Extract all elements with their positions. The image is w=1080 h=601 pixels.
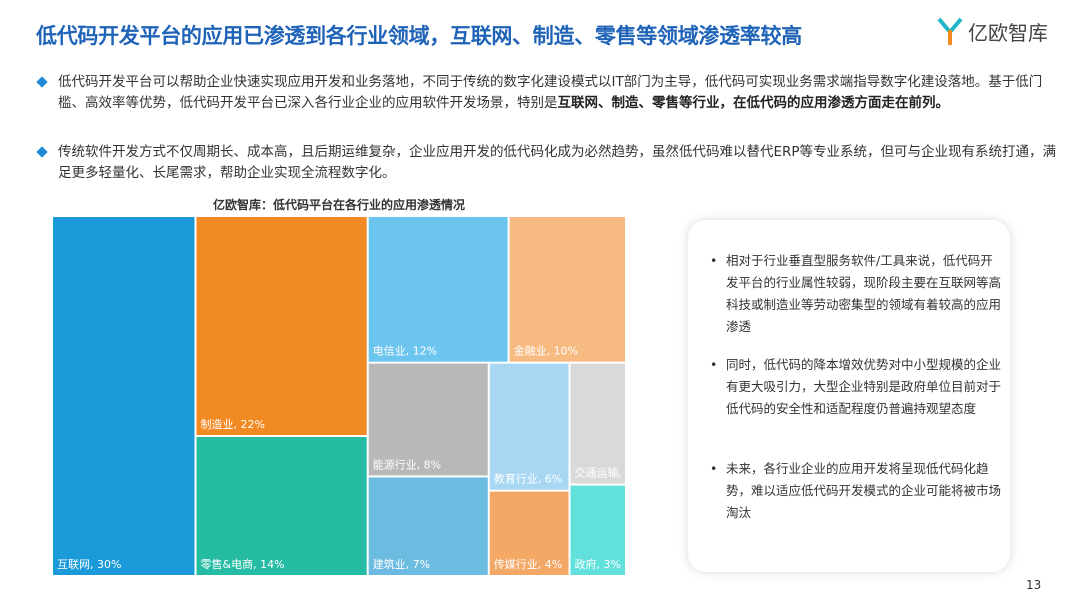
cell-label: 能源行业, 8%: [373, 457, 441, 471]
title: 低代码开发平台的应用已渗透到各行业领域，互联网、制造、零售等领域渗透率较高: [36, 24, 802, 48]
bullet-bold: 互联网、制造、零售等行业，在低代码的应用渗透方面走在前列。: [557, 95, 950, 111]
page-number: 13: [1026, 578, 1042, 592]
treemap: 互联网, 30% 制造业, 22% 零售&电商, 14% 电信业, 12% 金融业, 1…: [53, 217, 626, 575]
cell-label: 建筑业, 7%: [373, 557, 430, 571]
treemap-cell: [489, 363, 569, 490]
bullet-text: 传统软件开发方式不仅周期长、成本高，且后期运维复杂，企业应用开发的低代码化成为必…: [58, 144, 1057, 181]
cell-label: 金融业, 10%: [514, 344, 578, 358]
treemap-cell: [368, 477, 488, 575]
note: 未来，各行业企业的应用开发将呈现低代码化趋势，难以适应低代码开发模式的企业可能将…: [710, 458, 1004, 524]
treemap-cell: [570, 485, 625, 575]
logo: 亿欧智库: [936, 16, 1048, 46]
cell-label: 互联网, 30%: [57, 558, 121, 571]
treemap-cell: [570, 363, 625, 484]
chart-title: 亿欧智库：低代码平台在各行业的应用渗透情况: [212, 198, 465, 212]
treemap-cell: [368, 217, 508, 362]
logo-text: 亿欧智库: [968, 20, 1048, 45]
treemap-cell: [509, 217, 625, 362]
logo-icon: [937, 17, 963, 45]
treemap-cell: [196, 437, 367, 575]
cell-label: 电信业, 12%: [373, 345, 437, 358]
treemap-cell: [196, 217, 367, 435]
treemap-cell: [489, 491, 569, 575]
cell-label: 教育行业, 6%: [494, 472, 562, 486]
cell-label: 零售&电商, 14%: [201, 557, 285, 571]
note: 相对于行业垂直型服务软件/工具来说，低代码开发平台的行业属性较弱，现阶段主要在互…: [710, 250, 1004, 338]
cell-label: 政府, 3%: [574, 557, 620, 571]
treemap-cell: [53, 217, 195, 575]
bullet: 低代码开发平台可以帮助企业快速实现应用开发和业务落地，不同于传统的数字化建设模式…: [36, 72, 1068, 114]
bullet: 传统软件开发方式不仅周期长、成本高，且后期运维复杂，企业应用开发的低代码化成为必…: [36, 142, 1068, 184]
bullet-text: 低代码开发平台可以帮助企业快速实现应用开发和业务落地，不同于传统的数字化建设模式…: [58, 74, 1043, 111]
treemap-cell: [368, 363, 488, 476]
cell-label: 交通运输, 4%: [574, 466, 626, 480]
cell-label: 制造业, 22%: [201, 417, 265, 431]
cell-label: 传媒行业, 4%: [494, 558, 562, 571]
note: 同时，低代码的降本增效优势对中小型规模的企业有更大吸引力，大型企业特别是政府单位…: [710, 354, 1004, 420]
